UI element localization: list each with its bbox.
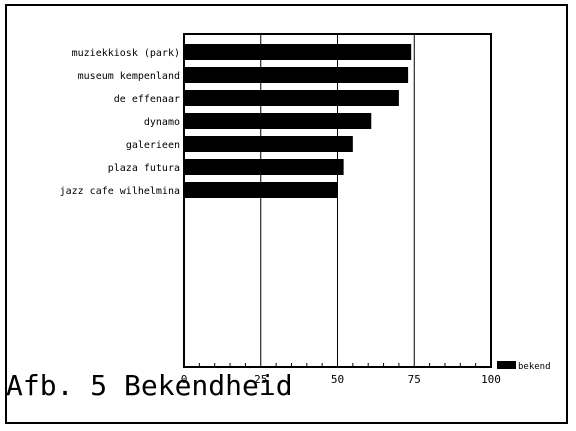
x-tick-label: 0 [181,373,188,386]
plot-area [183,33,492,368]
x-tick-label: 50 [331,373,344,386]
bar [184,67,409,83]
x-tick-label: 25 [254,373,267,386]
x-tick-label: 75 [408,373,421,386]
bar [184,136,353,152]
category-label: galerieen [126,140,180,151]
bar [184,90,399,106]
legend-label: bekend [518,362,551,372]
category-label: jazz cafe wilhelmina [60,186,180,197]
legend-swatch [497,361,516,369]
figure-caption: Afb. 5 Bekendheid [6,369,293,402]
bar [184,113,372,129]
category-label: dynamo [144,117,180,128]
chart-frame [5,4,568,424]
bar [184,44,412,60]
bar [184,159,344,175]
category-label: plaza futura [108,163,180,174]
category-label: museum kempenland [78,71,180,82]
category-label: de effenaar [114,94,180,105]
category-label: muziekkiosk (park) [72,48,180,59]
bar [184,182,338,198]
x-tick-label: 100 [481,373,501,386]
